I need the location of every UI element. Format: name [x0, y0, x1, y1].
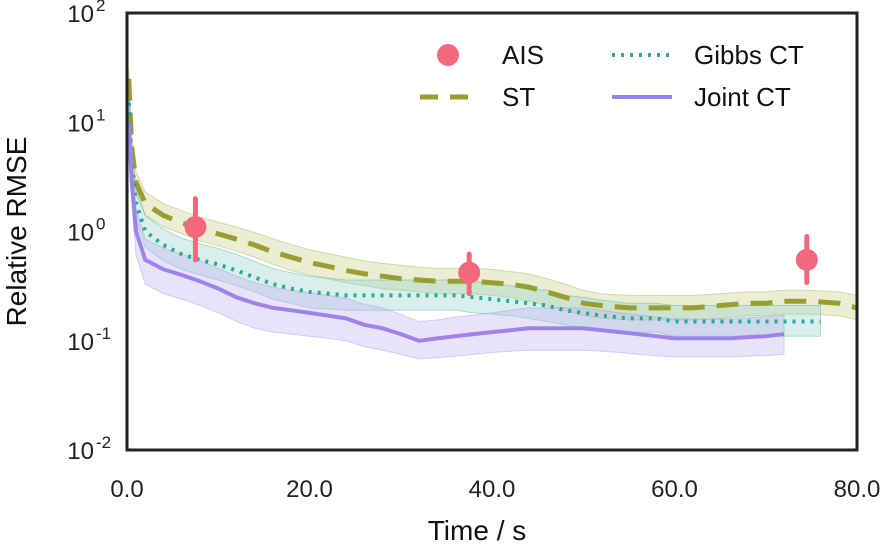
- ais-point: [458, 261, 481, 284]
- line-joint-ct: [127, 122, 785, 343]
- y-tick-label: 10 -2: [67, 433, 111, 465]
- y-tick-base: 10: [67, 329, 94, 356]
- x-tick-label: 0.0: [110, 476, 143, 503]
- y-tick-base: 10: [67, 110, 94, 137]
- y-tick-exponent: 1: [96, 105, 105, 124]
- plot-frame: [125, 11, 859, 452]
- legend-entry-gibbs-ct: Gibbs CT: [612, 40, 804, 70]
- y-tick-label: 10 1: [67, 105, 105, 137]
- legend-marker: [437, 44, 459, 66]
- y-axis-title: Relative RMSE: [1, 137, 32, 327]
- y-tick-base: 10: [67, 220, 94, 247]
- legend-label: ST: [502, 82, 535, 112]
- y-tick-label: 10 2: [67, 0, 105, 28]
- plot-area: [127, 68, 857, 360]
- legend-entry-ais: AIS: [437, 40, 544, 70]
- band-st: [128, 68, 857, 321]
- y-tick-base: 10: [67, 1, 94, 28]
- legend-label: Gibbs CT: [694, 40, 804, 70]
- ais-point: [795, 248, 818, 271]
- band-gibbs-ct: [128, 84, 821, 337]
- legend-label: AIS: [502, 40, 544, 70]
- x-tick-label: 40.0: [469, 476, 516, 503]
- x-axis-title: Time / s: [428, 515, 527, 546]
- y-tick-exponent: 0: [96, 215, 105, 234]
- ais-point: [184, 215, 207, 238]
- legend-entry-joint-ct: Joint CT: [612, 82, 791, 112]
- y-tick-exponent: -1: [96, 324, 111, 343]
- y-tick-label: 10 0: [67, 215, 105, 247]
- legend-label: Joint CT: [694, 82, 791, 112]
- x-tick-label: 60.0: [651, 476, 698, 503]
- x-tick-label: 20.0: [286, 476, 333, 503]
- y-tick-base: 10: [67, 438, 94, 465]
- y-tick-exponent: 2: [96, 0, 105, 15]
- legend-entry-st: ST: [420, 82, 535, 112]
- line-gibbs-ct: [127, 102, 821, 324]
- y-tick-exponent: -2: [96, 433, 111, 452]
- x-tick-label: 80.0: [834, 476, 881, 503]
- y-tick-label: 10 -1: [67, 324, 111, 356]
